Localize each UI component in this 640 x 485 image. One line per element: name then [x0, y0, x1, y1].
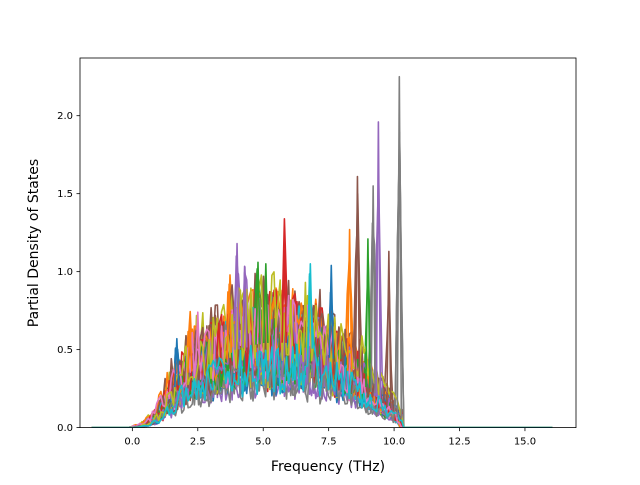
- x-tick-label: 12.5: [448, 437, 470, 448]
- y-tick-label: 1.0: [57, 267, 73, 278]
- x-tick-label: 2.5: [190, 437, 206, 448]
- pdos-peak-mark: [386, 250, 392, 409]
- x-tick-label: 7.5: [321, 437, 337, 448]
- pdos-peak-mark: [365, 238, 371, 389]
- x-tick-label: 10.0: [383, 437, 405, 448]
- pdos-peak-mark: [328, 264, 335, 359]
- pdos-peak-mark: [242, 266, 248, 348]
- pdos-peak-mark: [187, 325, 193, 373]
- y-tick-label: 0.5: [57, 345, 73, 356]
- x-tick-label: 0.0: [124, 437, 140, 448]
- pdos-peak-mark: [194, 311, 201, 366]
- x-axis: 0.0 2.5 5.0 7.5 10.0 12.5 15.0: [124, 427, 536, 448]
- y-tick-label: 0.0: [57, 423, 73, 434]
- y-tick-label: 2.0: [57, 111, 73, 122]
- pdos-peak-mark: [263, 263, 269, 344]
- pdos-peak-mark: [354, 175, 361, 379]
- pdos-peak-mark: [281, 249, 287, 343]
- y-axis: 0.0 0.5 1.0 1.5 2.0: [57, 111, 80, 434]
- pdos-peak-mark: [307, 263, 314, 349]
- pdos-peak-mark: [174, 337, 180, 388]
- pdos-peak-mark: [346, 228, 353, 372]
- y-axis-label: Partial Density of States: [26, 159, 42, 327]
- y-tick-label: 1.5: [57, 189, 73, 200]
- x-tick-label: 15.0: [514, 437, 536, 448]
- x-tick-label: 5.0: [255, 437, 271, 448]
- pdos-peak-mark: [226, 283, 232, 354]
- pdos-peak-mark: [234, 242, 240, 350]
- pdos-peak-mark: [370, 185, 376, 394]
- plot-frame: [79, 57, 577, 429]
- pdos-peak-mark: [375, 121, 382, 399]
- x-axis-label: Frequency (THz): [271, 459, 385, 475]
- pdos-peak-mark: [255, 261, 261, 345]
- pdos-peak-mark: [215, 322, 222, 359]
- pdos-peak-mark: [396, 75, 403, 419]
